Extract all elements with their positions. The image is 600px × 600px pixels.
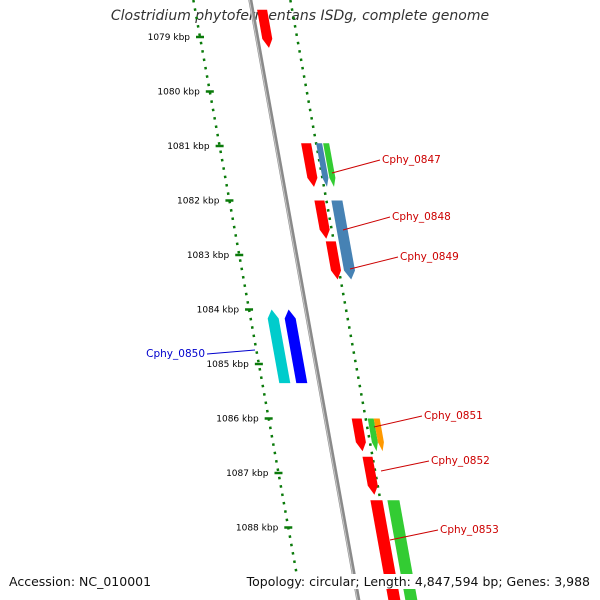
- label-leader-line: [349, 256, 399, 270]
- ruler-dotted-track-right: [289, 0, 396, 581]
- ruler-ticks: 1079 kbp 1080 kbp 1081 kbp 1082 kbp 1083 kbp…: [148, 33, 303, 588]
- gene-cphy-0852: [362, 456, 378, 495]
- gene-cphy-0848: [314, 200, 330, 239]
- gene-cphy-0851: [351, 418, 366, 452]
- ruler-tick: 1082 kbp: [177, 197, 234, 207]
- label-leader-line: [331, 159, 381, 174]
- ruler-tick: 1083 kbp: [187, 251, 244, 261]
- ruler-tick: 1085 kbp: [206, 360, 263, 370]
- gene-partial: [257, 9, 273, 48]
- label-leader-line: [380, 460, 430, 472]
- map-title: Clostridium phytofermentans ISDg, comple…: [110, 8, 490, 24]
- ruler-tick-label: 1086 kbp: [216, 415, 259, 425]
- ruler-tick: 1084 kbp: [197, 306, 254, 316]
- gene-cphy-0848: [331, 200, 355, 280]
- ruler-tick: 1079 kbp: [148, 33, 204, 43]
- gene-cphy-0847: [301, 143, 318, 187]
- genome-backbone: [248, 0, 361, 600]
- gene-label-text: Cphy_0850: [146, 348, 205, 360]
- genome-summary-text: Topology: circular; Length: 4,847,594 bp…: [244, 574, 590, 589]
- ruler-tick: 1088 kbp: [236, 524, 293, 534]
- gene-label-cphy-0850: Cphy_0850: [146, 348, 256, 360]
- gene-label-text: Cphy_0851: [424, 410, 483, 422]
- gene-label-cphy-0851: Cphy_0851: [373, 410, 483, 428]
- ruler-tick-label: 1087 kbp: [226, 469, 269, 479]
- gene-cphy-0849: [325, 241, 341, 280]
- ruler-tick: 1081 kbp: [167, 142, 224, 152]
- label-leader-line: [342, 216, 391, 231]
- ruler-tick-label: 1085 kbp: [206, 360, 249, 370]
- gene-label-text: Cphy_0849: [400, 251, 459, 263]
- ruler-tick: 1086 kbp: [216, 415, 273, 425]
- ruler-tick-label: 1083 kbp: [187, 251, 230, 261]
- gene-features: [257, 9, 418, 600]
- gene-label-cphy-0848: Cphy_0848: [342, 211, 451, 231]
- gene-cphy-0847: [323, 143, 336, 187]
- ruler-tick-label: 1079 kbp: [148, 33, 191, 43]
- ruler-tick-label: 1084 kbp: [197, 306, 240, 316]
- backbone-line: [248, 0, 361, 600]
- label-leader-line: [206, 349, 256, 355]
- gene-cphy-0850: [267, 309, 291, 384]
- ruler-dotted-tracks: [192, 0, 396, 581]
- gene-label-text: Cphy_0848: [392, 211, 451, 223]
- gene-labels: Cphy_0847 Cphy_0848 Cphy_0849 Cphy_0850 Cphy…: [146, 154, 499, 541]
- gene-label-text: Cphy_0853: [440, 524, 499, 536]
- gene-label-text: Cphy_0852: [431, 455, 490, 467]
- gene-cphy-0847: [316, 143, 329, 187]
- backbone-highlight: [248, 0, 358, 600]
- gene-label-cphy-0853: Cphy_0853: [389, 524, 499, 541]
- ruler-tick-label: 1081 kbp: [167, 142, 210, 152]
- ruler-tick: 1087 kbp: [226, 469, 283, 479]
- ruler-tick-label: 1088 kbp: [236, 524, 279, 534]
- ruler-tick-label: 1082 kbp: [177, 197, 220, 207]
- label-leader-line: [389, 529, 439, 541]
- accession-text: Accession: NC_010001: [9, 574, 154, 589]
- label-leader-line: [373, 415, 423, 428]
- gene-cphy-0851: [367, 418, 378, 452]
- ruler-dotted-track-left: [192, 0, 299, 581]
- gene-label-cphy-0852: Cphy_0852: [380, 455, 490, 472]
- gene-cphy-0850: [284, 309, 308, 384]
- gene-label-cphy-0847: Cphy_0847: [331, 154, 441, 174]
- gene-label-text: Cphy_0847: [382, 154, 441, 166]
- ruler-tick-label: 1080 kbp: [157, 88, 200, 98]
- gene-label-cphy-0849: Cphy_0849: [349, 251, 459, 270]
- ruler-tick: 1080 kbp: [157, 88, 214, 98]
